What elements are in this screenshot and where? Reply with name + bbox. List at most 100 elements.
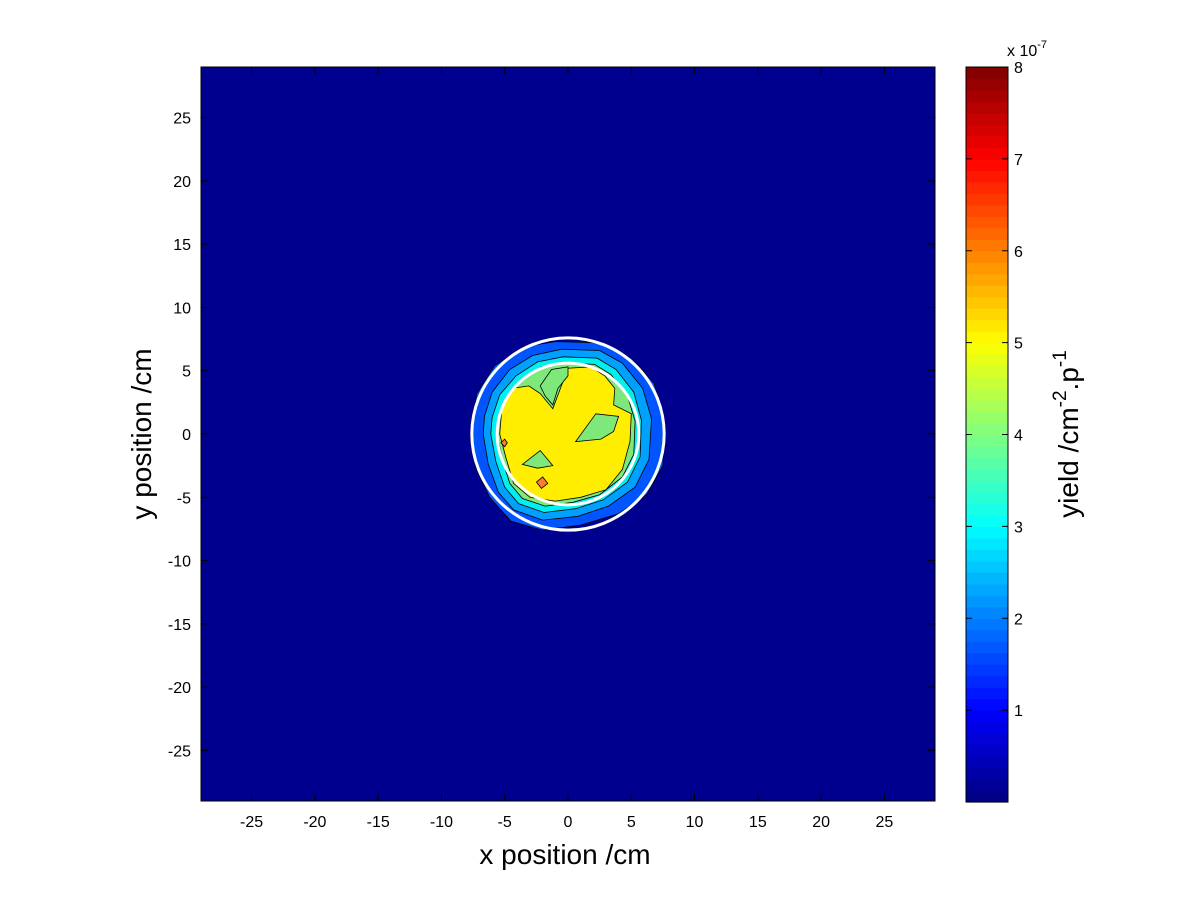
colorbar: 1 2 3 4 5 6 7 8 x 10-7 yield /cm-2.p-1 — [965, 39, 1084, 803]
colorbar-band — [966, 560, 1008, 573]
colorbar-tick-label: 1 — [1014, 703, 1023, 720]
y-tick-label: -15 — [168, 617, 191, 634]
colorbar-band — [966, 227, 1008, 240]
overlay-layer — [470, 336, 666, 532]
colorbar-band — [966, 285, 1008, 298]
colorbar-band — [966, 342, 1008, 355]
colorbar-band — [966, 250, 1008, 263]
colorbar-band — [966, 400, 1008, 413]
x-tick-label: 5 — [627, 814, 636, 831]
colorbar-band — [966, 377, 1008, 390]
colorbar-band — [966, 216, 1008, 229]
y-axis-label: y position /cm — [126, 348, 157, 519]
y-tick-label: -5 — [177, 490, 191, 507]
colorbar-band — [966, 365, 1008, 378]
colorbar-band — [966, 101, 1008, 114]
colorbar-band — [966, 319, 1008, 332]
contour-region-4 — [499, 366, 632, 502]
colorbar-tick-label: 6 — [1014, 244, 1023, 261]
colorbar-band — [966, 618, 1008, 631]
colorbar-band — [966, 526, 1008, 539]
contour-region-6 — [574, 413, 620, 443]
contour-region-8 — [500, 438, 508, 448]
x-axis-label: x position /cm — [479, 839, 650, 870]
colorbar-band — [966, 744, 1008, 757]
colorbar-band — [966, 354, 1008, 367]
x-axis-ticks: -25 -20 -15 -10 -5 0 5 10 15 20 25 — [240, 67, 893, 831]
x-tick-label: 25 — [875, 814, 893, 831]
colorbar-exponent: x 10-7 — [1007, 39, 1047, 60]
colorbar-band — [966, 767, 1008, 780]
colorbar-band — [966, 491, 1008, 504]
colorbar-band — [966, 790, 1008, 803]
colorbar-band — [966, 756, 1008, 769]
colorbar-band — [966, 388, 1008, 401]
colorbar-band — [966, 687, 1008, 700]
contour-region-9 — [535, 476, 549, 489]
overlay-circle-1 — [495, 361, 641, 507]
colorbar-band — [966, 434, 1008, 447]
colorbar-band — [966, 595, 1008, 608]
y-tick-label: 5 — [182, 364, 191, 381]
colorbar-band — [966, 606, 1008, 619]
x-tick-label: -20 — [303, 814, 326, 831]
x-tick-label: -25 — [240, 814, 263, 831]
colorbar-tick-label: 3 — [1014, 519, 1023, 536]
y-tick-label: 25 — [173, 111, 191, 128]
y-tick-label: 0 — [182, 427, 191, 444]
colorbar-band — [966, 124, 1008, 137]
colorbar-band — [966, 262, 1008, 275]
contour-layer — [470, 341, 665, 531]
colorbar-band — [966, 721, 1008, 734]
colorbar-band — [966, 308, 1008, 321]
y-tick-label: -10 — [168, 554, 191, 571]
colorbar-band — [966, 135, 1008, 148]
plot-area: -25 -20 -15 -10 -5 0 5 10 15 20 25 25 20 15 10 5 0 -5 -10… — [168, 66, 936, 831]
colorbar-band — [966, 147, 1008, 160]
colorbar-tick-label: 4 — [1014, 428, 1023, 445]
colorbar-band — [966, 468, 1008, 482]
colorbar-band — [966, 549, 1008, 562]
colorbar-band — [966, 296, 1008, 309]
colorbar-band — [966, 457, 1008, 470]
colorbar-band — [966, 664, 1008, 677]
colorbar-band — [966, 411, 1008, 424]
colorbar-ticks: 1 2 3 4 5 6 7 8 — [966, 60, 1023, 720]
colorbar-band — [966, 733, 1008, 746]
colorbar-band — [966, 698, 1008, 711]
y-tick-label: -25 — [168, 743, 191, 760]
colorbar-band — [966, 445, 1008, 459]
colorbar-band — [966, 503, 1008, 516]
y-tick-label: 15 — [173, 237, 191, 254]
colorbar-band — [966, 710, 1008, 723]
colorbar-band — [966, 170, 1008, 183]
y-axis-ticks: 25 20 15 10 5 0 -5 -10 -15 -20 -25 — [168, 111, 935, 760]
x-tick-label: 20 — [812, 814, 830, 831]
x-tick-label: 10 — [686, 814, 704, 831]
colorbar-band — [966, 480, 1008, 493]
colorbar-band — [966, 779, 1008, 792]
contour-region-7 — [521, 449, 554, 469]
x-tick-label: -10 — [430, 814, 453, 831]
colorbar-band — [966, 273, 1008, 286]
colorbar-band — [966, 239, 1008, 252]
x-tick-label: 15 — [749, 814, 767, 831]
colorbar-band — [966, 572, 1008, 585]
x-tick-label: -15 — [367, 814, 390, 831]
colorbar-band — [966, 583, 1008, 596]
x-tick-label: -5 — [498, 814, 512, 831]
contour-region-5 — [539, 366, 569, 406]
colorbar-band — [966, 514, 1008, 527]
colorbar-band — [966, 181, 1008, 194]
colorbar-band — [966, 652, 1008, 665]
colorbar-band — [966, 193, 1008, 206]
x-tick-label: 0 — [564, 814, 573, 831]
colorbar-band — [966, 537, 1008, 550]
y-tick-label: 10 — [173, 300, 191, 317]
colorbar-band — [966, 158, 1008, 171]
overlay-circle-0 — [470, 336, 666, 532]
colorbar-band — [966, 331, 1008, 344]
colorbar-band — [966, 675, 1008, 688]
y-tick-label: 20 — [173, 174, 191, 191]
